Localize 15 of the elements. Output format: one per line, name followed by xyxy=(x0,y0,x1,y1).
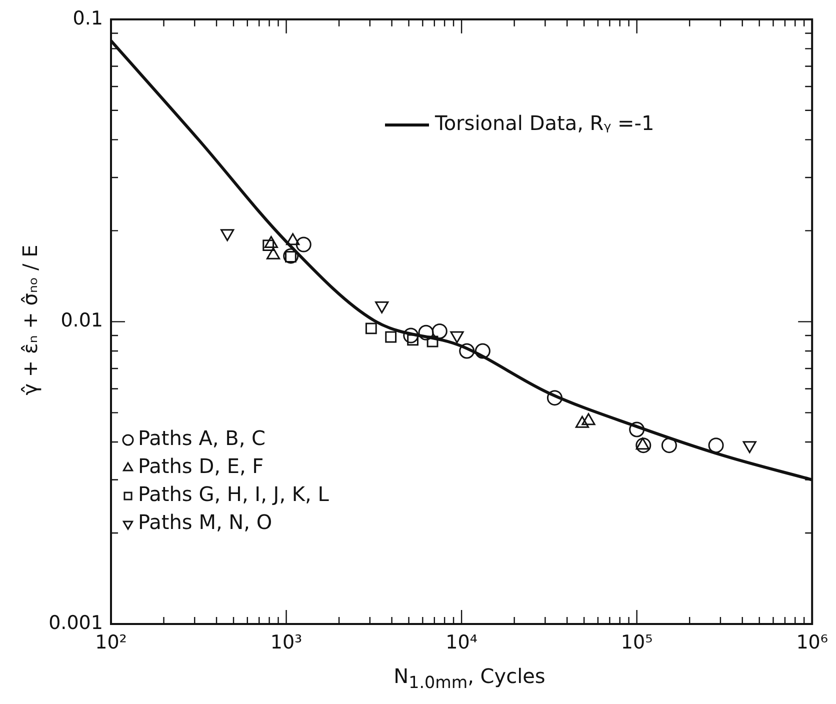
x-tick-label: 10² xyxy=(95,631,127,654)
x-tick-label: 10⁴ xyxy=(446,631,478,654)
legend-label: Paths D, E, F xyxy=(138,454,264,478)
legend-label: Paths A, B, C xyxy=(138,426,266,450)
legend-label: Paths M, N, O xyxy=(138,510,272,534)
legend-label: Torsional Data, Rᵧ =-1 xyxy=(434,111,654,136)
x-tick-label: 10⁵ xyxy=(620,631,653,654)
x-axis-title: N$_{1.0mm}$, Cycles xyxy=(392,664,546,692)
legend-label: Paths G, H, I, J, K, L xyxy=(138,482,330,506)
y-tick-label: 0.001 xyxy=(48,612,103,634)
y-axis-title: γ̂ + ε̂ₙ + σ̂ₙₒ / E xyxy=(18,244,42,396)
y-tick-label: 0.1 xyxy=(72,7,103,30)
y-tick-label: 0.01 xyxy=(60,310,103,332)
x-tick-label: 10³ xyxy=(270,631,302,654)
x-tick-label: 10⁶ xyxy=(796,631,828,654)
